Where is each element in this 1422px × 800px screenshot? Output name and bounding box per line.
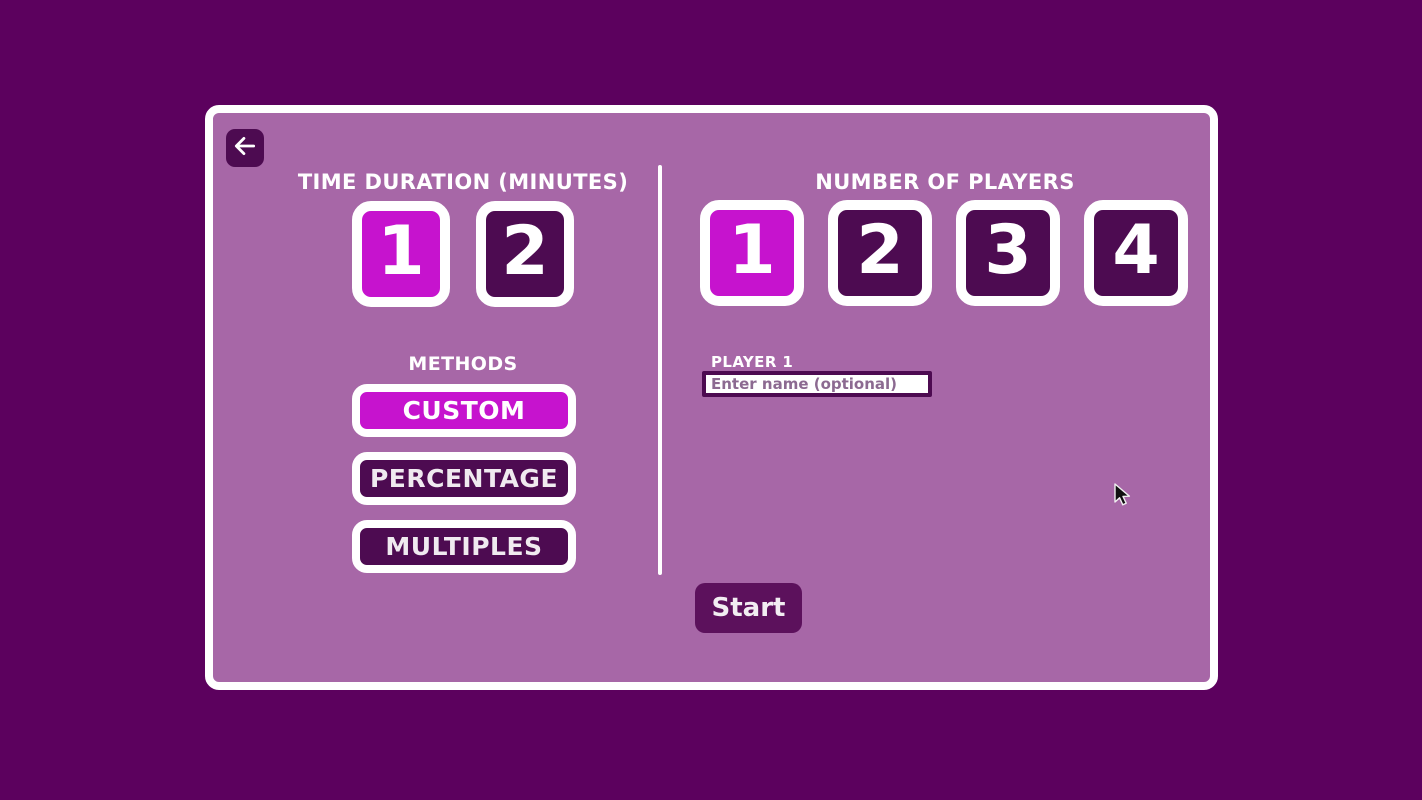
time-option-1-label: 1 bbox=[377, 212, 425, 291]
back-button[interactable] bbox=[226, 129, 264, 167]
start-button-label: Start bbox=[711, 593, 786, 623]
time-option-1[interactable]: 1 bbox=[352, 201, 450, 307]
method-multiples-label: MULTIPLES bbox=[385, 532, 543, 561]
number-of-players-title: NUMBER OF PLAYERS bbox=[815, 170, 1075, 194]
method-percentage-button[interactable]: PERCENTAGE bbox=[352, 452, 576, 505]
method-percentage-label: PERCENTAGE bbox=[369, 464, 559, 493]
time-duration-options: 1 2 bbox=[352, 201, 574, 307]
method-multiples-button[interactable]: MULTIPLES bbox=[352, 520, 576, 573]
section-divider bbox=[658, 165, 662, 575]
players-option-1-label: 1 bbox=[728, 211, 776, 290]
players-option-4[interactable]: 4 bbox=[1084, 200, 1188, 306]
players-option-2[interactable]: 2 bbox=[828, 200, 932, 306]
settings-panel: TIME DURATION (MINUTES) 1 2 METHODS CUST… bbox=[205, 105, 1218, 690]
players-option-2-label: 2 bbox=[856, 211, 904, 290]
time-option-2-label: 2 bbox=[501, 212, 549, 291]
start-button[interactable]: Start bbox=[695, 583, 802, 633]
players-option-4-label: 4 bbox=[1112, 211, 1160, 290]
arrow-left-icon bbox=[232, 133, 258, 163]
time-duration-title: TIME DURATION (MINUTES) bbox=[297, 170, 629, 194]
methods-title: METHODS bbox=[408, 353, 518, 375]
time-option-2[interactable]: 2 bbox=[476, 201, 574, 307]
method-custom-label: CUSTOM bbox=[402, 396, 526, 425]
player-count-options: 1 2 3 4 bbox=[700, 200, 1188, 306]
method-custom-button[interactable]: CUSTOM bbox=[352, 384, 576, 437]
players-option-3-label: 3 bbox=[984, 211, 1032, 290]
player-1-label: PLAYER 1 bbox=[711, 353, 794, 371]
player-1-name-input[interactable] bbox=[702, 371, 932, 397]
methods-options: CUSTOM PERCENTAGE MULTIPLES bbox=[352, 384, 576, 573]
players-option-3[interactable]: 3 bbox=[956, 200, 1060, 306]
players-option-1[interactable]: 1 bbox=[700, 200, 804, 306]
